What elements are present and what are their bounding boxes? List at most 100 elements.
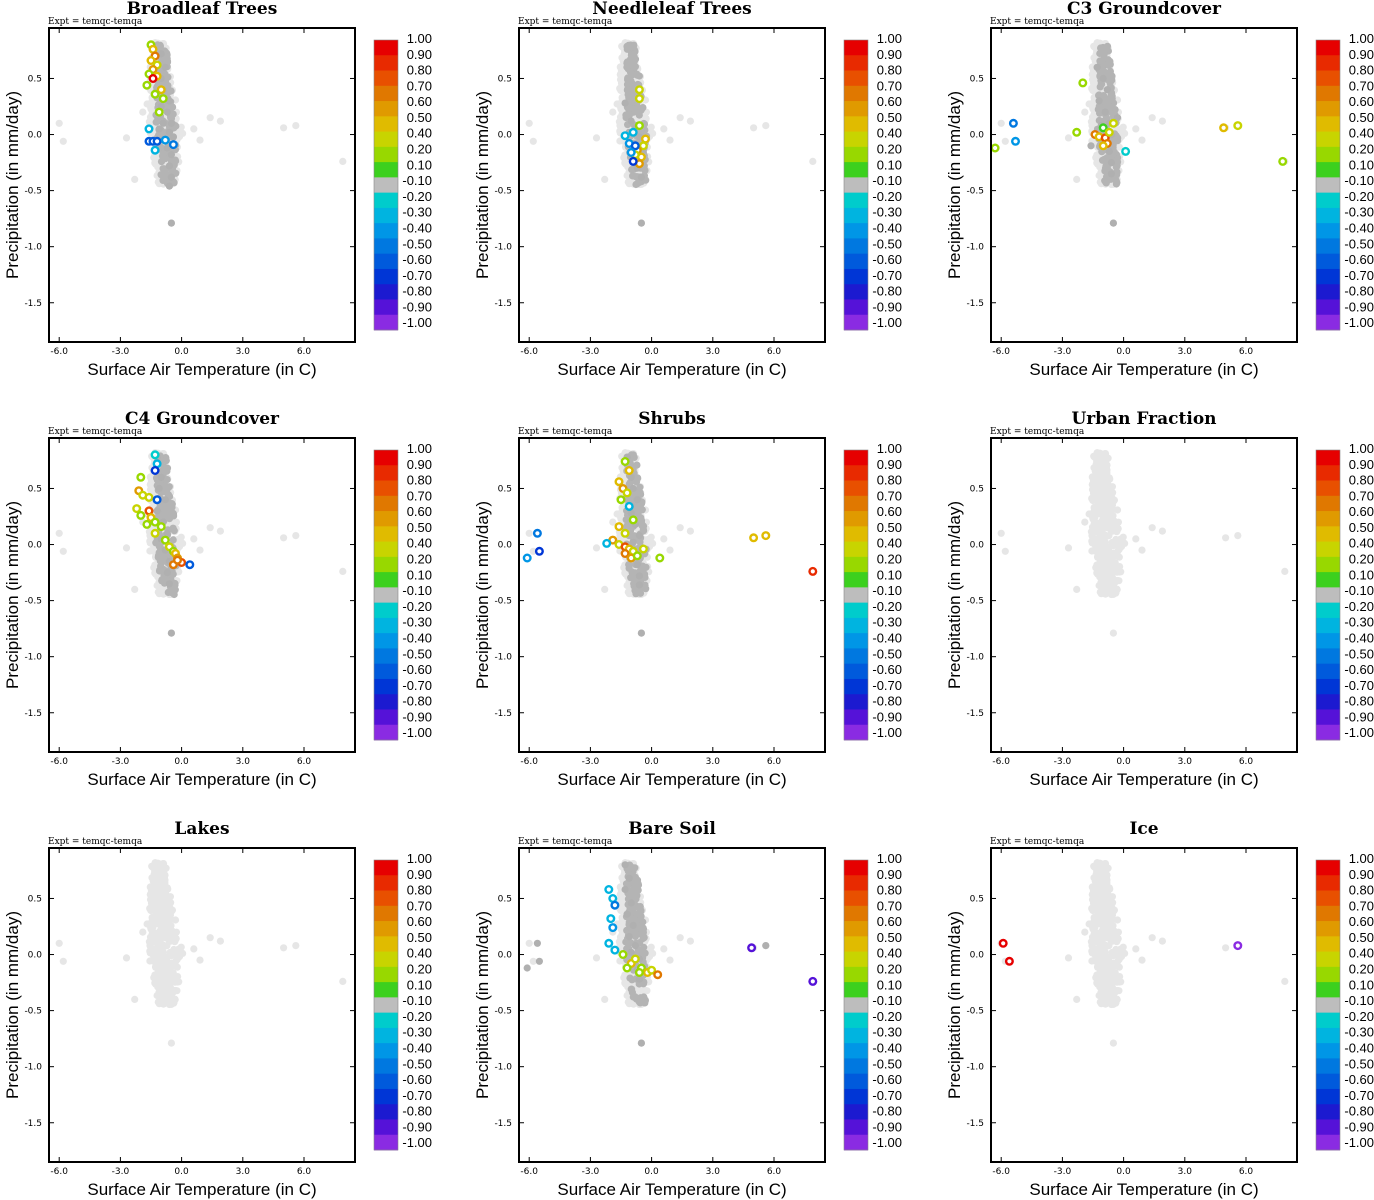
background-point <box>1093 520 1101 528</box>
x-tick-label: -3.0 <box>1054 757 1072 767</box>
neutral-point <box>1103 86 1111 94</box>
plot-frame <box>518 437 826 753</box>
colorbar-label: 0.80 <box>1349 473 1374 488</box>
colorbar-segment <box>374 617 398 634</box>
background-point <box>206 524 214 532</box>
colorbar-label: 1.00 <box>877 31 902 46</box>
y-tick-label: -1.5 <box>966 709 984 719</box>
colorbar-segment <box>374 131 398 148</box>
colorbar-segment <box>844 450 868 466</box>
colorbar-segment <box>844 465 868 481</box>
x-axis-label: Surface Air Temperature (in C) <box>87 360 316 379</box>
colorbar-segment <box>374 55 398 71</box>
background-point <box>1098 528 1106 536</box>
y-tick-label: -1.0 <box>494 653 512 663</box>
data-point <box>761 531 771 541</box>
colorbar-segment <box>844 253 868 270</box>
background-point <box>1093 39 1101 47</box>
data-point <box>1300 100 1307 107</box>
y-tick-label: -1.5 <box>966 299 984 309</box>
x-tick-label: 3.0 <box>236 757 251 767</box>
colorbar-segment <box>1316 541 1340 558</box>
colorbar-segment <box>1316 131 1340 148</box>
colorbar-segment <box>374 1058 398 1075</box>
data-point <box>185 560 195 570</box>
colorbar-segment <box>374 936 398 952</box>
y-tick-label: -1.0 <box>966 243 984 253</box>
background-point <box>292 532 300 540</box>
colorbar-segment <box>1316 223 1340 239</box>
colorbar-label: 1.00 <box>407 441 432 456</box>
background-point <box>158 927 167 935</box>
colorbar-segment <box>374 450 398 466</box>
colorbar-label: -0.50 <box>872 646 902 661</box>
background-point <box>196 136 204 144</box>
y-tick-label: 0.5 <box>970 484 984 494</box>
y-tick-label: 0.0 <box>28 131 43 141</box>
colorbar-label: -0.90 <box>1344 299 1374 314</box>
colorbar-segment <box>374 116 398 132</box>
colorbar-label: 0.10 <box>877 157 902 172</box>
background-point <box>190 125 198 133</box>
neutral-point <box>632 490 641 498</box>
x-tick-label: 3.0 <box>706 347 721 357</box>
colorbar-label: 0.40 <box>1349 536 1374 551</box>
colorbar: 1.000.900.800.700.600.500.400.200.10-0.1… <box>1315 31 1374 331</box>
data-point <box>144 124 154 134</box>
background-point <box>151 859 159 867</box>
colorbar-segment <box>374 648 398 665</box>
background-point <box>1091 467 1099 475</box>
neutral-point <box>169 133 177 141</box>
colorbar-label: -0.70 <box>872 678 902 693</box>
background-point <box>676 524 684 532</box>
colorbar-label: 0.50 <box>877 110 902 125</box>
colorbar-label: 0.60 <box>407 94 432 109</box>
colorbar-label: 0.60 <box>877 504 902 519</box>
background-point <box>146 957 154 965</box>
colorbar-segment <box>374 1043 398 1059</box>
colorbar-segment <box>374 694 398 710</box>
colorbar-label: -1.00 <box>402 725 432 740</box>
background-point <box>601 175 609 183</box>
colorbar-segment <box>1316 314 1340 331</box>
colorbar-segment <box>1316 146 1340 163</box>
neutral-point <box>1114 158 1122 166</box>
background-point <box>1089 105 1097 113</box>
colorbar-label: 0.70 <box>877 488 902 503</box>
colorbar-label: -0.40 <box>872 630 902 645</box>
colorbar-segment <box>374 890 398 907</box>
panel-title: Lakes <box>174 819 229 839</box>
colorbar-frame <box>1315 449 1341 741</box>
y-tick-label: -1.0 <box>966 653 984 663</box>
x-tick-label: 3.0 <box>1178 757 1193 767</box>
data-point <box>136 472 146 482</box>
colorbar-label: -0.90 <box>402 299 432 314</box>
colorbar-label: 0.80 <box>407 63 432 78</box>
data-point <box>749 533 759 543</box>
background-point <box>617 86 625 95</box>
background-point <box>1121 539 1129 547</box>
y-tick-label: -1.5 <box>24 299 42 309</box>
neutral-point <box>1107 170 1115 178</box>
colorbar-label: 0.70 <box>407 898 432 913</box>
background-point <box>1222 534 1230 542</box>
data-point <box>1278 156 1288 166</box>
colorbar-segment <box>844 724 868 741</box>
background-point <box>1281 567 1289 575</box>
data-point <box>1010 136 1020 146</box>
background-point <box>159 886 167 894</box>
colorbar-segment <box>374 101 398 117</box>
background-point <box>280 534 288 542</box>
colorbar-label: -0.40 <box>1344 220 1374 235</box>
background-point <box>161 989 169 997</box>
neutral-point <box>627 117 635 125</box>
colorbar-segment <box>374 951 398 968</box>
colorbar-label: -0.20 <box>402 599 432 614</box>
colorbar-label: 0.70 <box>1349 78 1374 93</box>
y-tick-label: -1.0 <box>24 243 42 253</box>
neutral-point <box>629 451 637 459</box>
data-point <box>991 143 1000 153</box>
